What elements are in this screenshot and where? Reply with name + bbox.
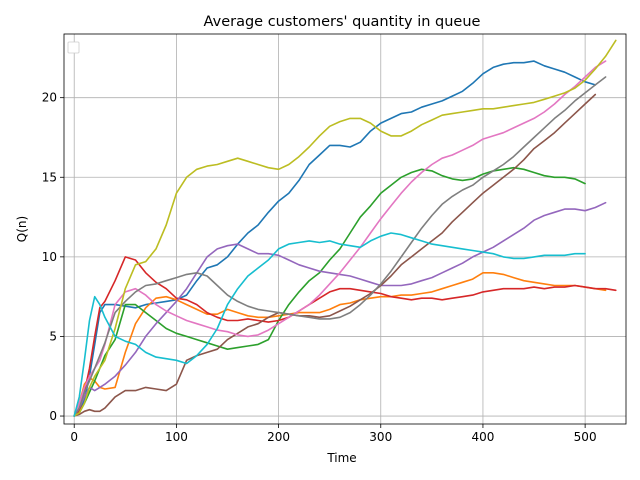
x-tick-label: 500 — [574, 430, 597, 444]
y-axis-label: Q(n) — [15, 216, 29, 242]
series-line-5 — [73, 201, 607, 417]
series-line-8 — [73, 76, 607, 417]
x-tick-label: 100 — [165, 430, 188, 444]
series-line-1 — [73, 60, 597, 417]
x-tick-label: 200 — [267, 430, 290, 444]
y-tick-label: 15 — [42, 170, 57, 184]
y-axis: 0 5 10 15 20 — [42, 91, 64, 423]
series-line-9 — [73, 39, 617, 417]
y-tick-label: 10 — [42, 250, 57, 264]
x-tick-label: 0 — [70, 430, 78, 444]
y-tick-label: 5 — [49, 329, 57, 343]
legend-box — [67, 41, 80, 54]
series-line-2 — [73, 271, 607, 417]
plot-frame — [63, 33, 627, 425]
x-axis: 0 100 200 300 400 500 — [70, 424, 597, 444]
x-tick-label: 400 — [471, 430, 494, 444]
grid — [64, 34, 626, 424]
y-tick-label: 0 — [49, 409, 57, 423]
series-line-10 — [73, 232, 586, 417]
series-lines — [73, 39, 617, 417]
series-line-6 — [73, 93, 597, 417]
chart-title: Average customers' quantity in queue — [204, 14, 481, 30]
y-tick-label: 20 — [42, 91, 57, 105]
x-axis-label: Time — [326, 451, 356, 465]
x-tick-label: 300 — [369, 430, 392, 444]
series-line-7 — [73, 60, 607, 417]
